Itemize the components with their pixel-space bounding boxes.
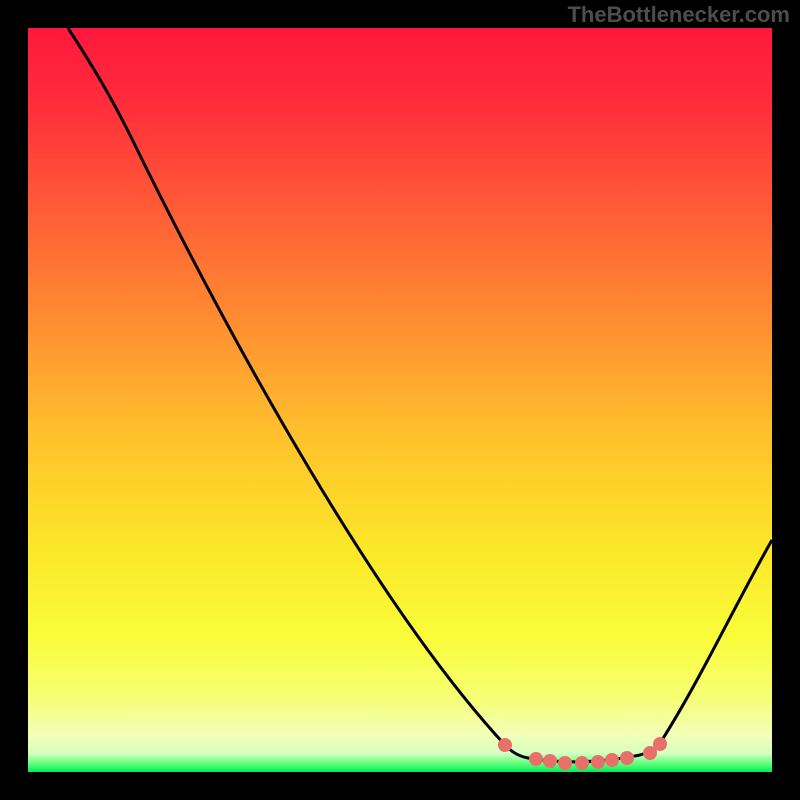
optimal-dot	[605, 753, 619, 767]
watermark-text: TheBottlenecker.com	[567, 2, 790, 28]
optimal-dot	[543, 754, 557, 768]
gradient-background	[28, 28, 772, 772]
optimal-dot	[575, 756, 589, 770]
optimal-dot	[529, 752, 543, 766]
optimal-dot	[653, 737, 667, 751]
chart-svg	[0, 0, 800, 800]
optimal-dot	[558, 756, 572, 770]
chart-container: TheBottlenecker.com	[0, 0, 800, 800]
optimal-dot	[591, 755, 605, 769]
optimal-dot	[498, 738, 512, 752]
optimal-dot	[620, 751, 634, 765]
